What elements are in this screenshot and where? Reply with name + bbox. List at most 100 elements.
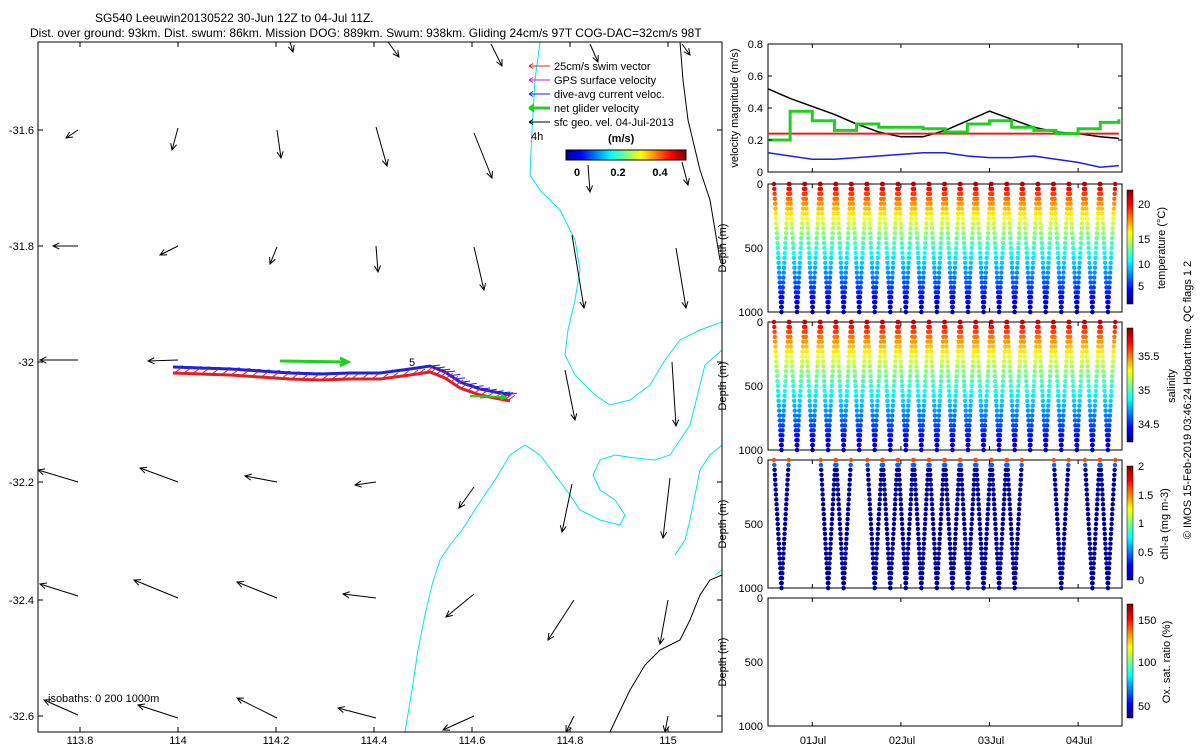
- profile-point: [965, 447, 971, 453]
- profile-point: [1001, 364, 1007, 369]
- colorbar-tick-1: 0.2: [610, 167, 625, 179]
- profile-point: [995, 418, 1000, 423]
- profile-point: [936, 275, 942, 280]
- profile-point: [1103, 541, 1108, 546]
- profile-point: [1001, 497, 1007, 502]
- profile-point: [934, 442, 940, 448]
- profile-point: [961, 378, 967, 384]
- profile-point: [830, 231, 835, 236]
- current-vector-arrow: [242, 368, 251, 371]
- profile-point: [1023, 235, 1029, 241]
- profile-point: [1075, 299, 1080, 305]
- profile-point: [873, 299, 878, 305]
- profile-point: [1019, 467, 1024, 473]
- profile-point: [866, 477, 871, 482]
- current-vector-arrow: [468, 382, 477, 385]
- profile-point: [1008, 235, 1013, 241]
- profile-point: [858, 423, 863, 428]
- profile-point: [828, 531, 834, 537]
- profile-point: [831, 216, 836, 221]
- profile-point: [812, 408, 818, 413]
- profile-point: [1078, 378, 1083, 384]
- profile-point: [1108, 403, 1113, 408]
- profile-point: [1032, 226, 1038, 231]
- profile-point: [1113, 319, 1118, 325]
- profile-point: [821, 378, 827, 384]
- profile-point: [999, 403, 1004, 408]
- profile-point: [845, 245, 850, 251]
- profile-point: [1090, 437, 1096, 443]
- geo-arrow: [589, 43, 599, 64]
- profile-point: [1059, 447, 1064, 453]
- profile-point: [885, 403, 890, 408]
- profile-point: [1062, 531, 1067, 537]
- profile-point: [928, 339, 933, 344]
- profile-point: [857, 437, 862, 443]
- profile-point: [869, 526, 874, 532]
- profile-point: [989, 319, 994, 325]
- profile-point: [1020, 186, 1026, 192]
- profile-point: [892, 369, 897, 374]
- profile-point: [984, 526, 990, 532]
- profile-point: [1078, 245, 1083, 251]
- profile-point: [921, 536, 927, 541]
- current-vector-arrow: [505, 392, 514, 395]
- profile-point: [917, 413, 922, 418]
- profile-point: [975, 339, 980, 344]
- profile-point: [966, 299, 971, 305]
- profile-point: [843, 546, 849, 551]
- profile-point: [1005, 191, 1010, 197]
- profile-point: [1024, 388, 1029, 394]
- profile-point: [970, 507, 975, 512]
- profile-point: [779, 585, 784, 591]
- legend-net-velocity: net glider velocity: [554, 103, 639, 115]
- net-velocity-arrow: [279, 356, 352, 368]
- profile-point: [1076, 270, 1082, 275]
- profile-point: [1024, 255, 1030, 261]
- profile-point: [875, 388, 881, 394]
- profile-point: [1037, 344, 1042, 349]
- profile-point: [967, 285, 972, 290]
- profile-point: [897, 472, 902, 477]
- profile-point: [780, 561, 786, 566]
- profile-point: [774, 502, 779, 507]
- current-vector-arrow: [446, 370, 456, 373]
- profile-point: [1111, 354, 1116, 359]
- profile-point: [1038, 364, 1044, 369]
- profile-point: [967, 413, 973, 418]
- profile-point: [870, 556, 876, 561]
- profile-point: [882, 216, 888, 221]
- profile-point: [1014, 270, 1020, 275]
- profile-point: [1025, 398, 1030, 403]
- profile-point: [921, 260, 927, 265]
- profile-point: [772, 324, 777, 330]
- profile-point: [1056, 408, 1062, 413]
- isobath-cyan: [404, 42, 722, 732]
- profile-point: [922, 521, 928, 527]
- profile-point: [841, 309, 846, 315]
- profile-point: [1106, 433, 1111, 438]
- profile-point: [780, 571, 785, 576]
- profile-point: [1076, 280, 1081, 285]
- profile-point: [795, 433, 801, 438]
- profile-point: [983, 546, 989, 551]
- profile-point: [950, 442, 955, 448]
- profile-point: [1030, 403, 1035, 408]
- profile-point: [925, 339, 930, 344]
- profile-point: [923, 231, 929, 236]
- copyright-note: © IMOS 15-Feb-2019 03:46:24 Hobart time.…: [1182, 261, 1194, 539]
- profile-point: [982, 433, 987, 438]
- profile-point: [1009, 260, 1014, 265]
- profile-point: [921, 265, 927, 270]
- profile-point: [935, 290, 941, 295]
- profile-point: [1070, 240, 1076, 246]
- profile-point: [931, 393, 936, 399]
- profile-point: [865, 181, 870, 187]
- profile-point: [889, 423, 894, 428]
- profile-point: [939, 507, 944, 512]
- profile-point: [772, 467, 777, 473]
- profile-point: [945, 231, 951, 236]
- profile-point: [967, 551, 973, 556]
- profile-point: [1027, 447, 1033, 453]
- profile-point: [1090, 309, 1095, 315]
